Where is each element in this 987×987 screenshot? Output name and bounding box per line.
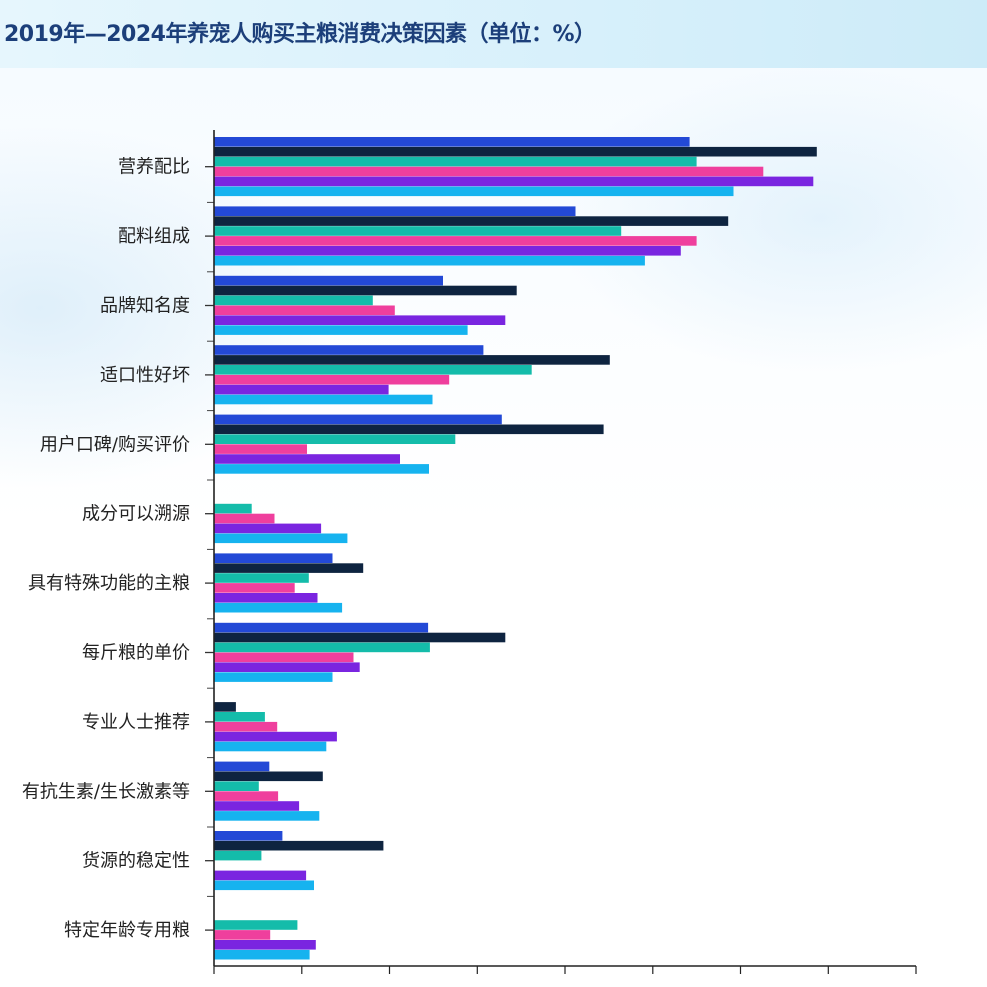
bar [214, 672, 333, 682]
bar [214, 583, 295, 593]
bar [214, 434, 456, 444]
bar [214, 949, 310, 960]
bar [214, 840, 384, 851]
bar [214, 255, 645, 266]
category-labels: 营养配比配料组成品牌知名度适口性好坏用户口碑/购买评价成分可以溯源具有特殊功能的… [22, 157, 190, 941]
bar [214, 394, 433, 405]
bar [214, 345, 484, 355]
bar [214, 285, 517, 296]
bar [214, 275, 443, 286]
category-label: 成分可以溯源 [82, 504, 190, 525]
bar [214, 186, 734, 197]
bar [214, 771, 323, 782]
bar [214, 870, 307, 881]
bars [214, 137, 817, 960]
bar [214, 831, 283, 841]
bar [214, 642, 430, 653]
bar [214, 652, 354, 663]
bar [214, 454, 400, 464]
bar [214, 781, 259, 791]
bar [214, 721, 278, 732]
bar [214, 146, 817, 157]
category-label: 货源的稳定性 [82, 851, 190, 872]
bar [214, 216, 729, 226]
bar [214, 632, 506, 643]
x-axis-ticks [213, 966, 917, 974]
bar [214, 731, 337, 742]
bar [214, 662, 360, 672]
bar [214, 702, 236, 712]
bar [214, 801, 300, 811]
bar [214, 593, 318, 603]
bar [214, 880, 314, 891]
category-label: 品牌知名度 [100, 296, 190, 317]
bar [214, 513, 275, 524]
bar [214, 414, 502, 425]
bar [214, 325, 468, 335]
bar [214, 811, 320, 821]
bar [214, 444, 307, 454]
bar [214, 176, 814, 187]
bar [214, 940, 316, 950]
category-label: 有抗生素/生长激素等 [22, 781, 190, 802]
bar [214, 226, 622, 236]
bar [214, 295, 373, 306]
bar [214, 930, 271, 940]
bar [214, 503, 252, 514]
bar [214, 712, 265, 722]
bar [214, 424, 604, 435]
axes [205, 130, 916, 967]
category-label: 专业人士推荐 [82, 712, 190, 733]
bar [214, 741, 327, 752]
bar [214, 355, 610, 365]
category-label: 特定年龄专用粮 [64, 920, 190, 941]
bar [214, 573, 309, 583]
bar [214, 246, 681, 256]
bar [214, 206, 576, 216]
category-label: 营养配比 [118, 157, 190, 178]
bar [214, 156, 697, 167]
category-label: 具有特殊功能的主粮 [28, 573, 190, 594]
bar [214, 365, 532, 375]
title-bar: 2019年—2024年养宠人购买主粮消费决策因素（单位：%） [0, 0, 987, 68]
bar [214, 553, 333, 563]
bar [214, 236, 697, 246]
category-label: 适口性好坏 [100, 365, 190, 386]
category-label: 用户口碑/购买评价 [40, 434, 190, 455]
bar [214, 374, 450, 385]
chart-title: 2019年—2024年养宠人购买主粮消费决策因素（单位：%） [4, 22, 596, 47]
bar [214, 166, 764, 177]
bar [214, 523, 322, 534]
bar [214, 464, 429, 474]
bar [214, 305, 395, 316]
bar [214, 850, 262, 861]
bar [214, 384, 389, 395]
category-label: 配料组成 [118, 226, 190, 247]
bar [214, 563, 364, 573]
category-label: 每斤粮的单价 [82, 643, 190, 664]
bar [214, 315, 506, 325]
bar [214, 791, 279, 801]
bar [214, 602, 343, 613]
bar [214, 137, 690, 147]
bar [214, 920, 298, 930]
bar [214, 622, 429, 633]
bar [214, 533, 348, 544]
bar [214, 761, 270, 772]
